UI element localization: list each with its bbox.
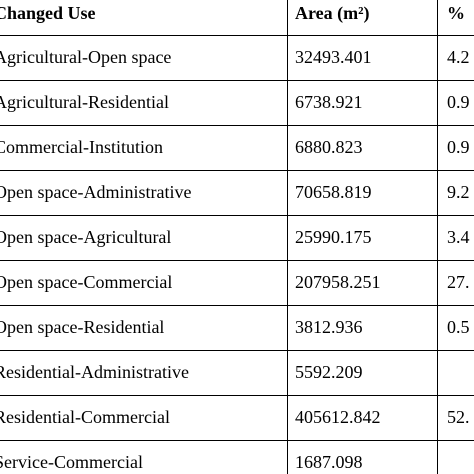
table-cell: 70658.819 bbox=[295, 182, 372, 202]
table-cell: Service-Commercial bbox=[0, 452, 143, 472]
table-cell: 25990.175 bbox=[295, 227, 372, 247]
table-cell: Agricultural-Residential bbox=[0, 92, 169, 112]
row-divider bbox=[0, 35, 474, 36]
row-divider bbox=[0, 260, 474, 261]
row-divider bbox=[0, 395, 474, 396]
table-cell: Residential-Commercial bbox=[0, 407, 170, 427]
table-cell: Open space-Residential bbox=[0, 317, 165, 337]
table-cell: 3.4 bbox=[447, 227, 470, 247]
header-cell: % bbox=[447, 3, 465, 23]
table-cell: 5592.209 bbox=[295, 362, 363, 382]
table-cell: Open space-Administrative bbox=[0, 182, 192, 202]
table-cell: 207958.251 bbox=[295, 272, 381, 292]
table-cell: 0.5 bbox=[447, 317, 470, 337]
row-divider bbox=[0, 170, 474, 171]
row-divider bbox=[0, 305, 474, 306]
table-cell: 32493.401 bbox=[295, 47, 372, 67]
table-cell: 1687.098 bbox=[295, 452, 363, 472]
table-cell: 9.2 bbox=[447, 182, 470, 202]
row-divider bbox=[0, 215, 474, 216]
table-cell: 6738.921 bbox=[295, 92, 363, 112]
column-divider bbox=[437, 0, 438, 474]
row-divider bbox=[0, 350, 474, 351]
table-cell: Open space-Agricultural bbox=[0, 227, 172, 247]
table-cell: 0.9 bbox=[447, 137, 470, 157]
column-divider bbox=[287, 0, 288, 474]
row-divider bbox=[0, 440, 474, 441]
table-cell: Agricultural-Open space bbox=[0, 47, 172, 67]
row-divider bbox=[0, 125, 474, 126]
table-cell: 52. bbox=[447, 407, 470, 427]
table-cell: Open space-Commercial bbox=[0, 272, 173, 292]
table-cell: 405612.842 bbox=[295, 407, 381, 427]
table-cell: Residential-Administrative bbox=[0, 362, 189, 382]
table-cell: 27. bbox=[447, 272, 470, 292]
table-cell: 3812.936 bbox=[295, 317, 363, 337]
header-cell: Changed Use bbox=[0, 3, 96, 23]
table-cell: Commercial-Institution bbox=[0, 137, 163, 157]
table-cell: 4.2 bbox=[447, 47, 470, 67]
table-cell: 6880.823 bbox=[295, 137, 363, 157]
table-cell: 0.9 bbox=[447, 92, 470, 112]
row-divider bbox=[0, 80, 474, 81]
header-cell: Area (m²) bbox=[295, 3, 370, 23]
